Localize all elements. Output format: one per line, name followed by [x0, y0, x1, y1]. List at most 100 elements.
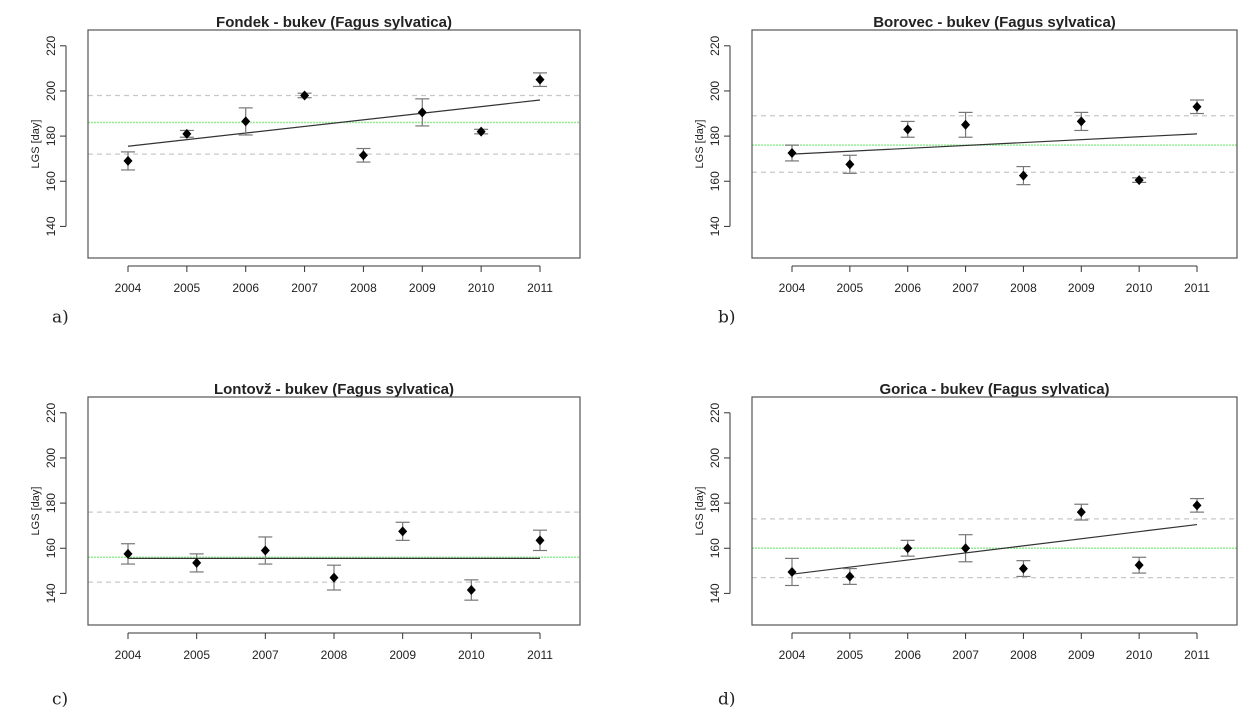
point [398, 526, 408, 537]
point [1076, 116, 1086, 127]
y-tick-label: 220 [44, 35, 58, 55]
y-tick-label: 140 [44, 216, 58, 236]
plot-frame [751, 29, 1238, 259]
y-tick-label: 140 [708, 216, 722, 236]
x-tick-label: 2010 [1126, 648, 1153, 662]
point [1076, 507, 1086, 518]
plot-frame [87, 396, 581, 626]
y-tick-label: 140 [44, 583, 58, 603]
x-tick-label: 2008 [321, 648, 348, 662]
x-tick-label: 2006 [894, 648, 921, 662]
x-tick-label: 2005 [174, 281, 201, 295]
point [961, 119, 971, 130]
point [329, 572, 339, 583]
x-tick-label: 2004 [115, 281, 142, 295]
point [182, 128, 192, 139]
chart-title: Borovec - bukev (Fagus sylvatica) [873, 14, 1116, 31]
plot-frame [87, 29, 581, 259]
y-tick-label: 200 [44, 448, 58, 468]
trend-line [791, 133, 1198, 155]
y-tick-label: 220 [708, 35, 722, 55]
point [476, 126, 486, 137]
y-tick-label: 200 [708, 81, 722, 101]
y-tick-label: 180 [44, 493, 58, 513]
point [535, 74, 545, 85]
point [903, 124, 913, 135]
y-tick-label: 200 [44, 81, 58, 101]
x-tick-label: 2006 [894, 281, 921, 295]
x-tick-label: 2004 [779, 648, 806, 662]
point [1134, 175, 1144, 186]
point [961, 543, 971, 554]
point [123, 548, 133, 559]
y-tick-label: 220 [708, 402, 722, 422]
plot-frame [751, 396, 1238, 626]
y-tick-label: 220 [44, 402, 58, 422]
x-tick-label: 2008 [1010, 281, 1037, 295]
point [787, 566, 797, 577]
point [1018, 563, 1028, 574]
x-tick-label: 2011 [527, 281, 553, 295]
x-tick-label: 2009 [409, 281, 436, 295]
x-tick-label: 2004 [779, 281, 806, 295]
point [241, 116, 251, 127]
y-axis-label: LGS [day] [694, 120, 706, 169]
point [192, 557, 202, 568]
y-axis-label: LGS [day] [30, 120, 42, 169]
y-tick-label: 200 [708, 448, 722, 468]
y-tick-label: 140 [708, 583, 722, 603]
point [417, 107, 427, 118]
y-tick-label: 160 [44, 538, 58, 558]
point [1134, 560, 1144, 571]
chart-title: Fondek - bukev (Fagus sylvatica) [216, 14, 452, 31]
panel-label: b) [718, 308, 736, 328]
chart-title: Gorica - bukev (Fagus sylvatica) [879, 381, 1109, 398]
x-tick-label: 2008 [1010, 648, 1037, 662]
x-tick-label: 2009 [1068, 648, 1095, 662]
x-tick-label: 2007 [952, 281, 979, 295]
panel-label: c) [52, 690, 68, 710]
point [1192, 101, 1202, 112]
x-tick-label: 2007 [952, 648, 979, 662]
point [787, 148, 797, 159]
chart-title: Lontovž - bukev (Fagus sylvatica) [214, 381, 454, 398]
y-tick-label: 160 [708, 538, 722, 558]
point [845, 571, 855, 582]
point [466, 585, 476, 596]
trend-line [127, 99, 541, 147]
x-tick-label: 2011 [1184, 281, 1210, 295]
x-tick-label: 2005 [837, 281, 864, 295]
y-tick-label: 180 [708, 126, 722, 146]
point [358, 150, 368, 161]
x-tick-label: 2010 [468, 281, 495, 295]
point [1018, 170, 1028, 181]
x-tick-label: 2010 [1126, 281, 1153, 295]
x-tick-label: 2005 [183, 648, 210, 662]
y-axis-label: LGS [day] [30, 487, 42, 536]
x-tick-label: 2011 [527, 648, 553, 662]
point [845, 159, 855, 170]
y-tick-label: 180 [708, 493, 722, 513]
point [903, 543, 913, 554]
panel-label: a) [52, 308, 69, 328]
x-tick-label: 2011 [1184, 648, 1210, 662]
trend-line [791, 523, 1198, 575]
x-tick-label: 2009 [1068, 281, 1095, 295]
point [1192, 500, 1202, 511]
panel-label: d) [718, 690, 736, 710]
x-tick-label: 2007 [252, 648, 279, 662]
point [535, 535, 545, 546]
x-tick-label: 2008 [350, 281, 377, 295]
x-tick-label: 2005 [837, 648, 864, 662]
y-tick-label: 160 [708, 171, 722, 191]
x-tick-label: 2004 [115, 648, 142, 662]
x-tick-label: 2009 [389, 648, 416, 662]
x-tick-label: 2010 [458, 648, 485, 662]
y-tick-label: 180 [44, 126, 58, 146]
point [260, 545, 270, 556]
point [300, 90, 310, 101]
x-tick-label: 2007 [291, 281, 318, 295]
y-axis-label: LGS [day] [694, 487, 706, 536]
point [123, 155, 133, 166]
